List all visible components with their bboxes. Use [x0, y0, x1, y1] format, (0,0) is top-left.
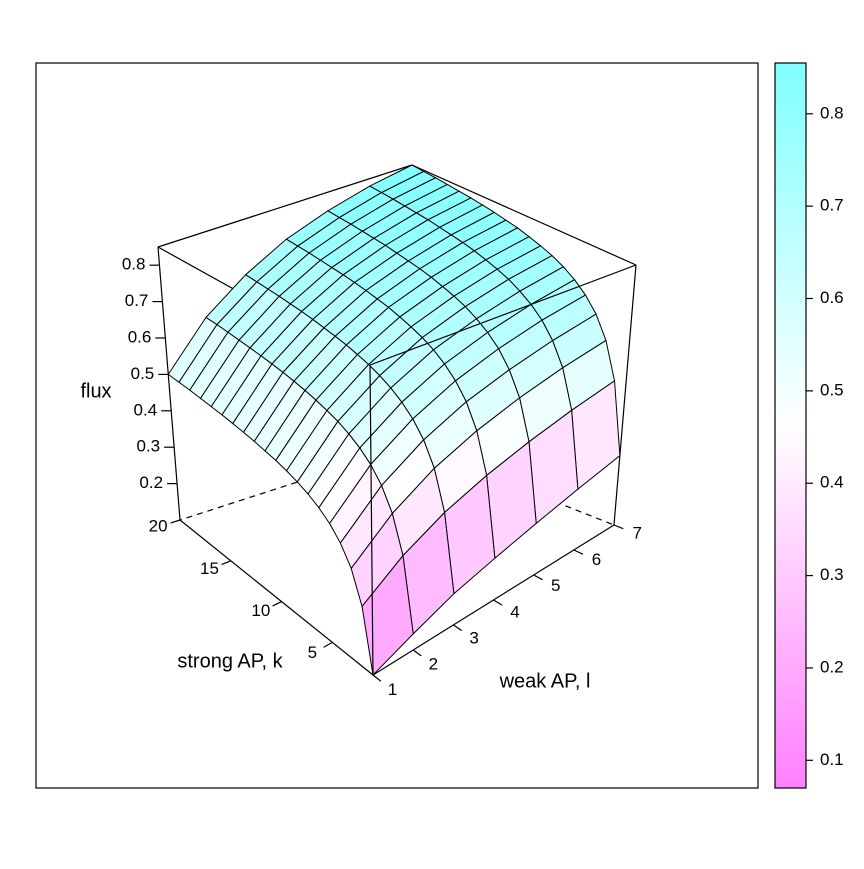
box-edge	[179, 519, 374, 676]
k-tick-label: 15	[200, 559, 219, 578]
box-edge-hidden	[179, 444, 413, 521]
z-axis-label: flux	[80, 380, 111, 402]
k-tick	[170, 519, 181, 524]
k-axis-label: strong AP, k	[177, 650, 283, 672]
l-tick-label: 6	[592, 550, 601, 569]
l-tick	[372, 674, 382, 682]
box-edge	[411, 164, 637, 266]
l-tick	[412, 649, 422, 657]
k-tick-label: 20	[149, 517, 168, 536]
l-tick-label: 4	[510, 602, 519, 621]
box-edge	[157, 246, 181, 521]
z-tick-label: 0.4	[134, 400, 158, 419]
k-tick	[221, 560, 232, 566]
colorkey-tick-label: 0.6	[820, 288, 844, 307]
l-tick-label: 3	[469, 628, 478, 647]
colorkey	[774, 62, 807, 789]
l-tick	[533, 574, 543, 581]
l-tick-label: 7	[633, 524, 642, 543]
k-tick-label: 5	[308, 643, 317, 662]
z-tick-label: 0.8	[122, 255, 146, 274]
l-tick-label: 1	[388, 680, 397, 699]
colorkey-tick-label: 0.1	[820, 750, 844, 769]
box-edge	[369, 264, 637, 366]
l-tick	[493, 599, 503, 606]
box-edge	[369, 364, 374, 676]
colorkey-tick-label: 0.8	[820, 103, 844, 122]
colorkey-tick-label: 0.2	[820, 657, 844, 676]
l-tick	[613, 524, 624, 530]
k-tick	[272, 601, 282, 607]
l-tick-label: 5	[551, 576, 560, 595]
box-edge	[157, 164, 413, 248]
l-tick-label: 2	[429, 654, 438, 673]
z-tick-label: 0.6	[128, 327, 152, 346]
colorkey-tick-label: 0.7	[820, 196, 844, 215]
k-tick-label: 10	[251, 601, 270, 620]
panel-border	[35, 62, 759, 789]
z-tick-label: 0.7	[125, 291, 149, 310]
colorkey-tick-label: 0.5	[820, 380, 844, 399]
z-tick-label: 0.5	[131, 364, 155, 383]
l-axis-label: weak AP, l	[499, 670, 591, 692]
l-tick	[573, 549, 584, 555]
colorkey-tick-label: 0.4	[820, 473, 844, 492]
box-edge	[613, 264, 637, 526]
l-tick	[453, 624, 462, 632]
z-tick-label: 0.3	[136, 437, 160, 456]
colorkey-tick-label: 0.3	[820, 565, 844, 584]
surface-facet	[361, 554, 414, 677]
k-tick	[323, 641, 333, 648]
z-tick-label: 0.2	[139, 473, 163, 492]
